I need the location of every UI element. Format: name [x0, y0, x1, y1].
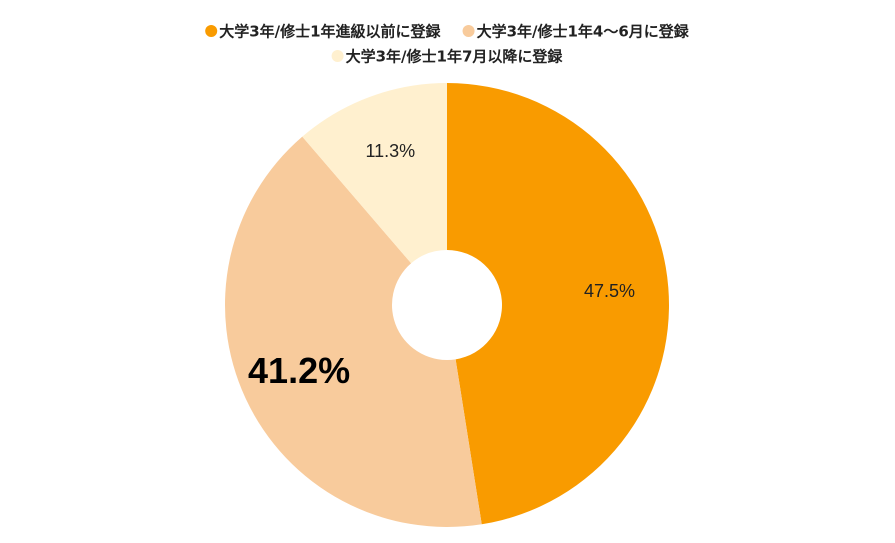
pie-slice — [225, 136, 482, 527]
legend-item: 大学3年/修士1年4～6月に登録 — [462, 23, 690, 41]
legend-marker — [462, 25, 475, 37]
value-label: 47.5% — [584, 281, 635, 301]
legend-marker — [205, 25, 218, 37]
pie-slice — [302, 83, 447, 264]
legend-marker — [331, 50, 344, 62]
value-label: 41.2% — [248, 350, 350, 391]
legend-label: 大学3年/修士1年7月以降に登録 — [346, 48, 564, 66]
pie-slice — [447, 83, 669, 525]
value-label: 11.3% — [365, 141, 415, 161]
legend-item: 大学3年/修士1年進級以前に登録 — [205, 23, 442, 41]
legend-label: 大学3年/修士1年4～6月に登録 — [477, 23, 690, 41]
legend-item: 大学3年/修士1年7月以降に登録 — [331, 48, 564, 66]
legend-label: 大学3年/修士1年進級以前に登録 — [219, 23, 441, 41]
